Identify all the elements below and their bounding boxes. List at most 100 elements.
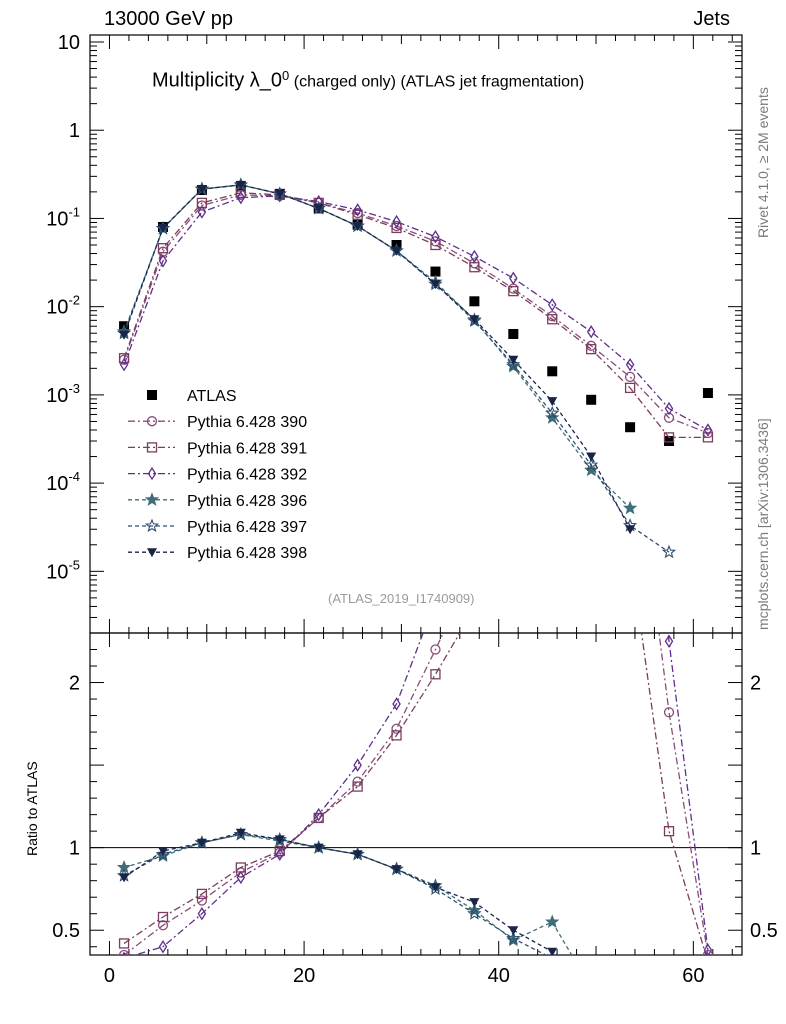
ratio-point-pythia-390 [626,397,635,406]
ratio-x-tick-label: 60 [682,965,704,987]
main-point-pythia-392 [353,203,362,217]
chart-title-sup: 0 [282,68,290,83]
main-point-pythia-398 [586,452,597,462]
main-point-atlas [469,296,480,307]
main-point-pythia-397 [661,544,677,559]
ratio-line-pythia-390 [123,633,709,955]
main-point-pythia-392 [197,205,207,219]
main-point-pythia-396 [584,462,599,477]
main-line-pythia-397 [123,184,670,553]
ratio-point-pythia-397 [467,906,482,920]
ratio-plot-frame [89,632,743,956]
ratio-point-pythia-392 [549,149,556,160]
ratio-x-tick-label: 20 [293,965,315,987]
main-axis-ticks: 10-5 10-4 10-3 10-2 10-1 1 10 [46,32,742,634]
legend-marker-pythia-397 [144,518,160,533]
main-plot-frame [89,34,743,634]
legend-marker-pythia-396 [144,492,160,506]
ratio-point-pythia-391 [118,938,130,949]
ratio-ylabel: Ratio to ATLAS [24,761,40,856]
ratio-point-pythia-398 [508,926,519,936]
ratio-series-group [116,149,714,988]
legend-item-pythia-398: Pythia 6.428 398 [128,545,307,562]
ratio-point-pythia-391 [391,730,402,741]
ratio-point-pythia-398 [430,883,441,893]
main-point-atlas [547,366,558,377]
ratio-point-pythia-391 [196,888,208,900]
ratio-point-pythia-390 [663,707,675,718]
main-point-pythia-396 [545,410,560,424]
main-line-pythia-392 [123,195,709,431]
main-point-pythia-398 [235,180,246,190]
legend-label-pythia-392: Pythia 6.428 392 [187,467,307,484]
ratio-point-pythia-391 [663,826,675,837]
legend-label-pythia-396: Pythia 6.428 396 [187,493,307,510]
ratio-point-pythia-398 [157,846,168,856]
main-point-pythia-392 [431,230,440,244]
main-point-pythia-398 [274,189,285,199]
ratio-point-pythia-398 [352,850,363,860]
main-point-atlas [625,422,636,433]
main-y-tick-label: 10 [58,32,80,54]
main-point-atlas [508,328,519,339]
main-point-pythia-392 [470,249,479,264]
ratio-point-pythia-392 [471,495,478,506]
ratio-point-pythia-398 [391,865,402,875]
main-point-pythia-392 [703,423,713,437]
main-point-pythia-396 [622,500,638,515]
ratio-point-pythia-391 [313,812,324,824]
main-series-pythia-398 [119,180,636,535]
chart-title-main: Multiplicity λ_0 [152,69,283,92]
main-point-pythia-397 [584,457,599,472]
mcplots-label: mcplots.cern.ch [arXiv:1306.3436] [755,418,771,630]
main-y-tick-label: 10-5 [46,557,80,583]
ratio-point-pythia-396 [545,914,560,929]
ratio-point-pythia-398 [119,873,130,883]
main-point-atlas [586,394,597,405]
main-point-pythia-398 [352,222,363,232]
main-point-pythia-392 [664,401,674,416]
ratio-point-pythia-391 [703,957,712,966]
main-point-pythia-391 [157,243,169,254]
main-point-pythia-391 [430,239,441,251]
main-point-atlas [702,388,713,399]
ratio-y-tick-label-right: 0.5 [750,920,778,942]
header-left: 13000 GeV pp [104,8,233,30]
main-y-tick-label: 10-1 [46,204,80,230]
ratio-point-pythia-392 [158,940,168,954]
main-line-pythia-390 [123,194,709,434]
main-point-pythia-391 [508,285,519,297]
ratio-point-pythia-391 [430,669,441,680]
main-point-pythia-392 [625,357,635,372]
ratio-axis-ticks: 0 20 40 60 0.5 0.5 1 1 2 2 [52,633,778,987]
ratio-y-tick-label: 1 [69,838,80,860]
ratio-line-pythia-392 [132,633,709,955]
main-point-pythia-392 [119,357,129,372]
main-point-pythia-392 [236,190,246,205]
legend-label-atlas: ATLAS [187,388,237,405]
main-point-pythia-398 [469,315,480,325]
main-point-pythia-398 [547,397,558,407]
ratio-point-pythia-390 [509,463,518,472]
main-series-pythia-391 [118,187,714,443]
ratio-point-pythia-390 [470,562,479,571]
ratio-point-pythia-397 [585,977,596,988]
ratio-point-pythia-390 [702,949,714,955]
ratio-point-pythia-392 [664,634,674,648]
main-series-atlas [119,181,713,447]
legend-label-pythia-390: Pythia 6.428 390 [187,414,307,431]
rivet-label: Rivet 4.1.0, ≥ 2M events [755,87,771,238]
main-point-pythia-392 [158,254,168,268]
ratio-point-pythia-390 [118,949,130,955]
main-point-pythia-398 [196,185,207,195]
chart-title-sub1: (charged only) [293,73,397,91]
legend-item-pythia-396: Pythia 6.428 396 [128,492,307,510]
ratio-point-pythia-392 [275,847,285,861]
ratio-point-pythia-398 [469,898,480,908]
main-y-tick-label: 10-2 [46,293,80,319]
ratio-point-pythia-391 [157,911,169,923]
header-right: Jets [693,8,730,30]
main-series-pythia-396 [116,177,638,515]
main-point-pythia-397 [506,357,521,371]
